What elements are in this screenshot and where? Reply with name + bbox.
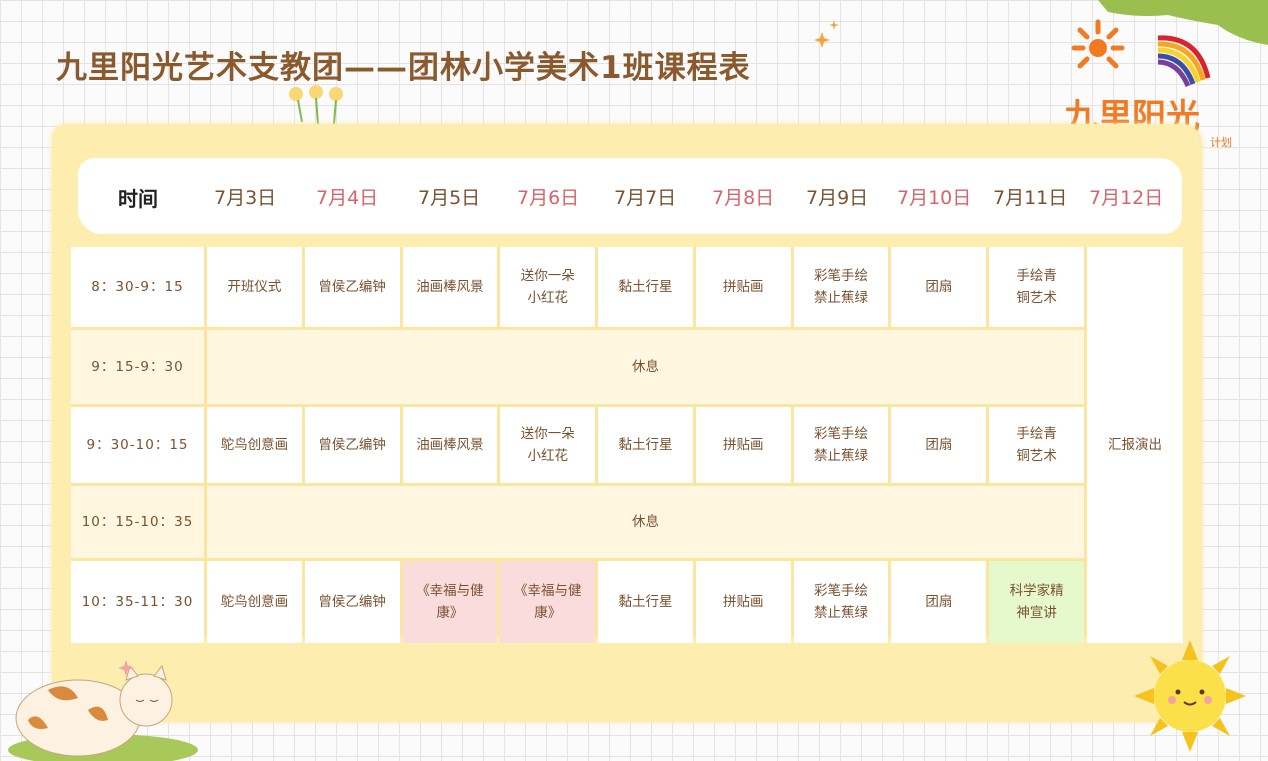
course-cell: 鸵鸟创意画 bbox=[207, 407, 302, 483]
course-cell: 黏土行星 bbox=[598, 247, 693, 327]
course-cell: 拼贴画 bbox=[695, 561, 791, 643]
course-cell: 鸵鸟创意画 bbox=[207, 561, 302, 643]
course-cell: 彩笔手绘 禁止蕉绿 bbox=[793, 561, 889, 643]
course-cell: 黏土行星 bbox=[598, 407, 693, 483]
page-title: 九里阳光艺术支教团——团林小学美术1班课程表 bbox=[56, 50, 751, 86]
course-cell: 拼贴画 bbox=[695, 407, 791, 483]
course-cell: 黏土行星 bbox=[598, 561, 693, 643]
time-cell: 8：30-9：15 bbox=[71, 247, 204, 327]
course-cell: 开班仪式 bbox=[207, 247, 302, 327]
course-cell: 曾侯乙编钟 bbox=[304, 561, 400, 643]
header-time: 时间 bbox=[118, 187, 158, 211]
course-cell: 手绘青 铜艺术 bbox=[989, 407, 1084, 483]
course-cell-highlight: 《幸福与健 康》 bbox=[500, 561, 596, 643]
course-cell: 油画棒风景 bbox=[402, 247, 498, 327]
header-date: 7月3日 bbox=[214, 187, 277, 209]
time-cell: 9：30-10：15 bbox=[71, 407, 204, 483]
course-cell-highlight: 《幸福与健 康》 bbox=[402, 561, 498, 643]
header-date: 7月6日 bbox=[517, 187, 580, 209]
course-cell: 油画棒风景 bbox=[402, 407, 498, 483]
schedule-table: 8：30-9：15 开班仪式 曾侯乙编钟 油画棒风景 送你一朵 小红花 黏土行星… bbox=[71, 247, 1183, 643]
cat-illustration-icon bbox=[8, 660, 198, 761]
svg-text:计划: 计划 bbox=[1210, 136, 1232, 149]
smiling-sun-icon bbox=[1134, 640, 1246, 752]
header-row bbox=[78, 158, 1182, 234]
leaves-decoration bbox=[1098, 0, 1268, 45]
time-cell: 10：15-10：35 bbox=[71, 486, 204, 558]
header-date: 7月5日 bbox=[418, 187, 481, 209]
header-date: 7月7日 bbox=[614, 187, 677, 209]
sparkle-icon bbox=[814, 20, 839, 48]
course-cell-highlight: 科学家精 神宣讲 bbox=[989, 561, 1084, 643]
course-cell: 曾侯乙编钟 bbox=[304, 247, 400, 327]
course-cell: 送你一朵 小红花 bbox=[500, 247, 596, 327]
course-cell: 手绘青 铜艺术 bbox=[989, 247, 1084, 327]
header-date: 7月8日 bbox=[712, 187, 775, 209]
header-date: 7月12日 bbox=[1089, 187, 1164, 209]
header-date: 7月9日 bbox=[806, 187, 869, 209]
header-date: 7月11日 bbox=[993, 187, 1068, 209]
course-cell: 彩笔手绘 禁止蕉绿 bbox=[793, 247, 889, 327]
course-cell: 送你一朵 小红花 bbox=[500, 407, 596, 483]
course-cell: 团扇 bbox=[891, 561, 987, 643]
time-cell: 10：35-11：30 bbox=[71, 561, 204, 643]
break-cell: 休息 bbox=[207, 486, 1084, 558]
course-cell: 曾侯乙编钟 bbox=[304, 407, 400, 483]
course-cell: 团扇 bbox=[891, 247, 987, 327]
course-cell: 彩笔手绘 禁止蕉绿 bbox=[793, 407, 889, 483]
flowers-icon bbox=[289, 85, 343, 125]
course-cell: 拼贴画 bbox=[695, 247, 791, 327]
header-date: 7月4日 bbox=[316, 187, 379, 209]
header-date: 7月10日 bbox=[897, 187, 972, 209]
break-cell: 休息 bbox=[207, 330, 1084, 404]
course-cell: 团扇 bbox=[891, 407, 987, 483]
last-day-cell: 汇报演出 bbox=[1087, 247, 1183, 643]
time-cell: 9：15-9：30 bbox=[71, 330, 204, 404]
